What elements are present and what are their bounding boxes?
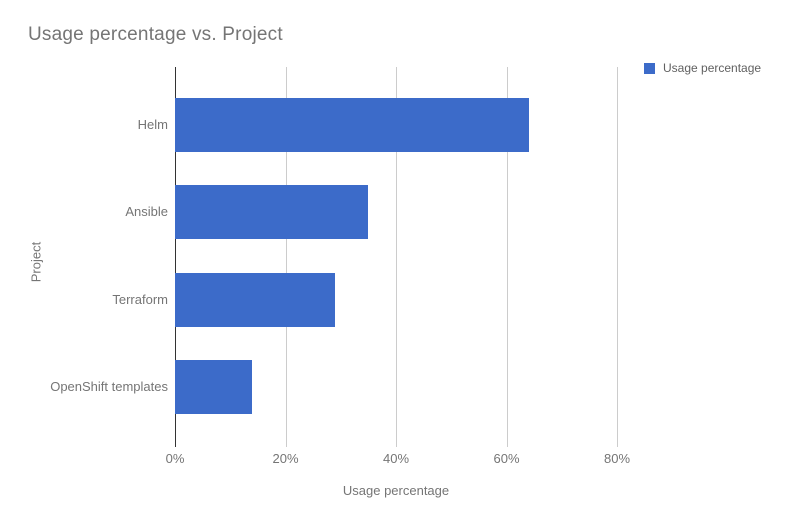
bar-terraform (175, 272, 336, 327)
bar-openshift-templates (175, 359, 253, 414)
legend-swatch-icon (644, 62, 655, 74)
category-label: Terraform (112, 291, 168, 307)
x-tick-label: 60% (493, 451, 520, 466)
legend-label: Usage percentage (663, 61, 762, 75)
y-axis-title: Project (28, 241, 44, 283)
x-tick-label: 0% (165, 451, 185, 466)
gridline (506, 67, 508, 447)
plot-area (175, 67, 618, 447)
x-tick-label: 20% (272, 451, 299, 466)
category-label: Helm (137, 117, 168, 132)
bar-ansible (175, 185, 369, 240)
gridline (396, 67, 397, 447)
bar-helm (175, 98, 529, 152)
y-axis-baseline (175, 67, 176, 447)
gridline (285, 67, 287, 447)
legend: Usage percentage (644, 61, 761, 75)
chart-title: Usage percentage vs. Project (28, 24, 283, 45)
category-label: Ansible (125, 204, 168, 220)
x-tick-label: 80% (603, 451, 631, 466)
x-axis-title: Usage percentage (342, 483, 450, 498)
gridline (617, 67, 618, 447)
category-label: OpenShift templates (50, 378, 168, 394)
x-tick-label: 40% (382, 451, 410, 466)
